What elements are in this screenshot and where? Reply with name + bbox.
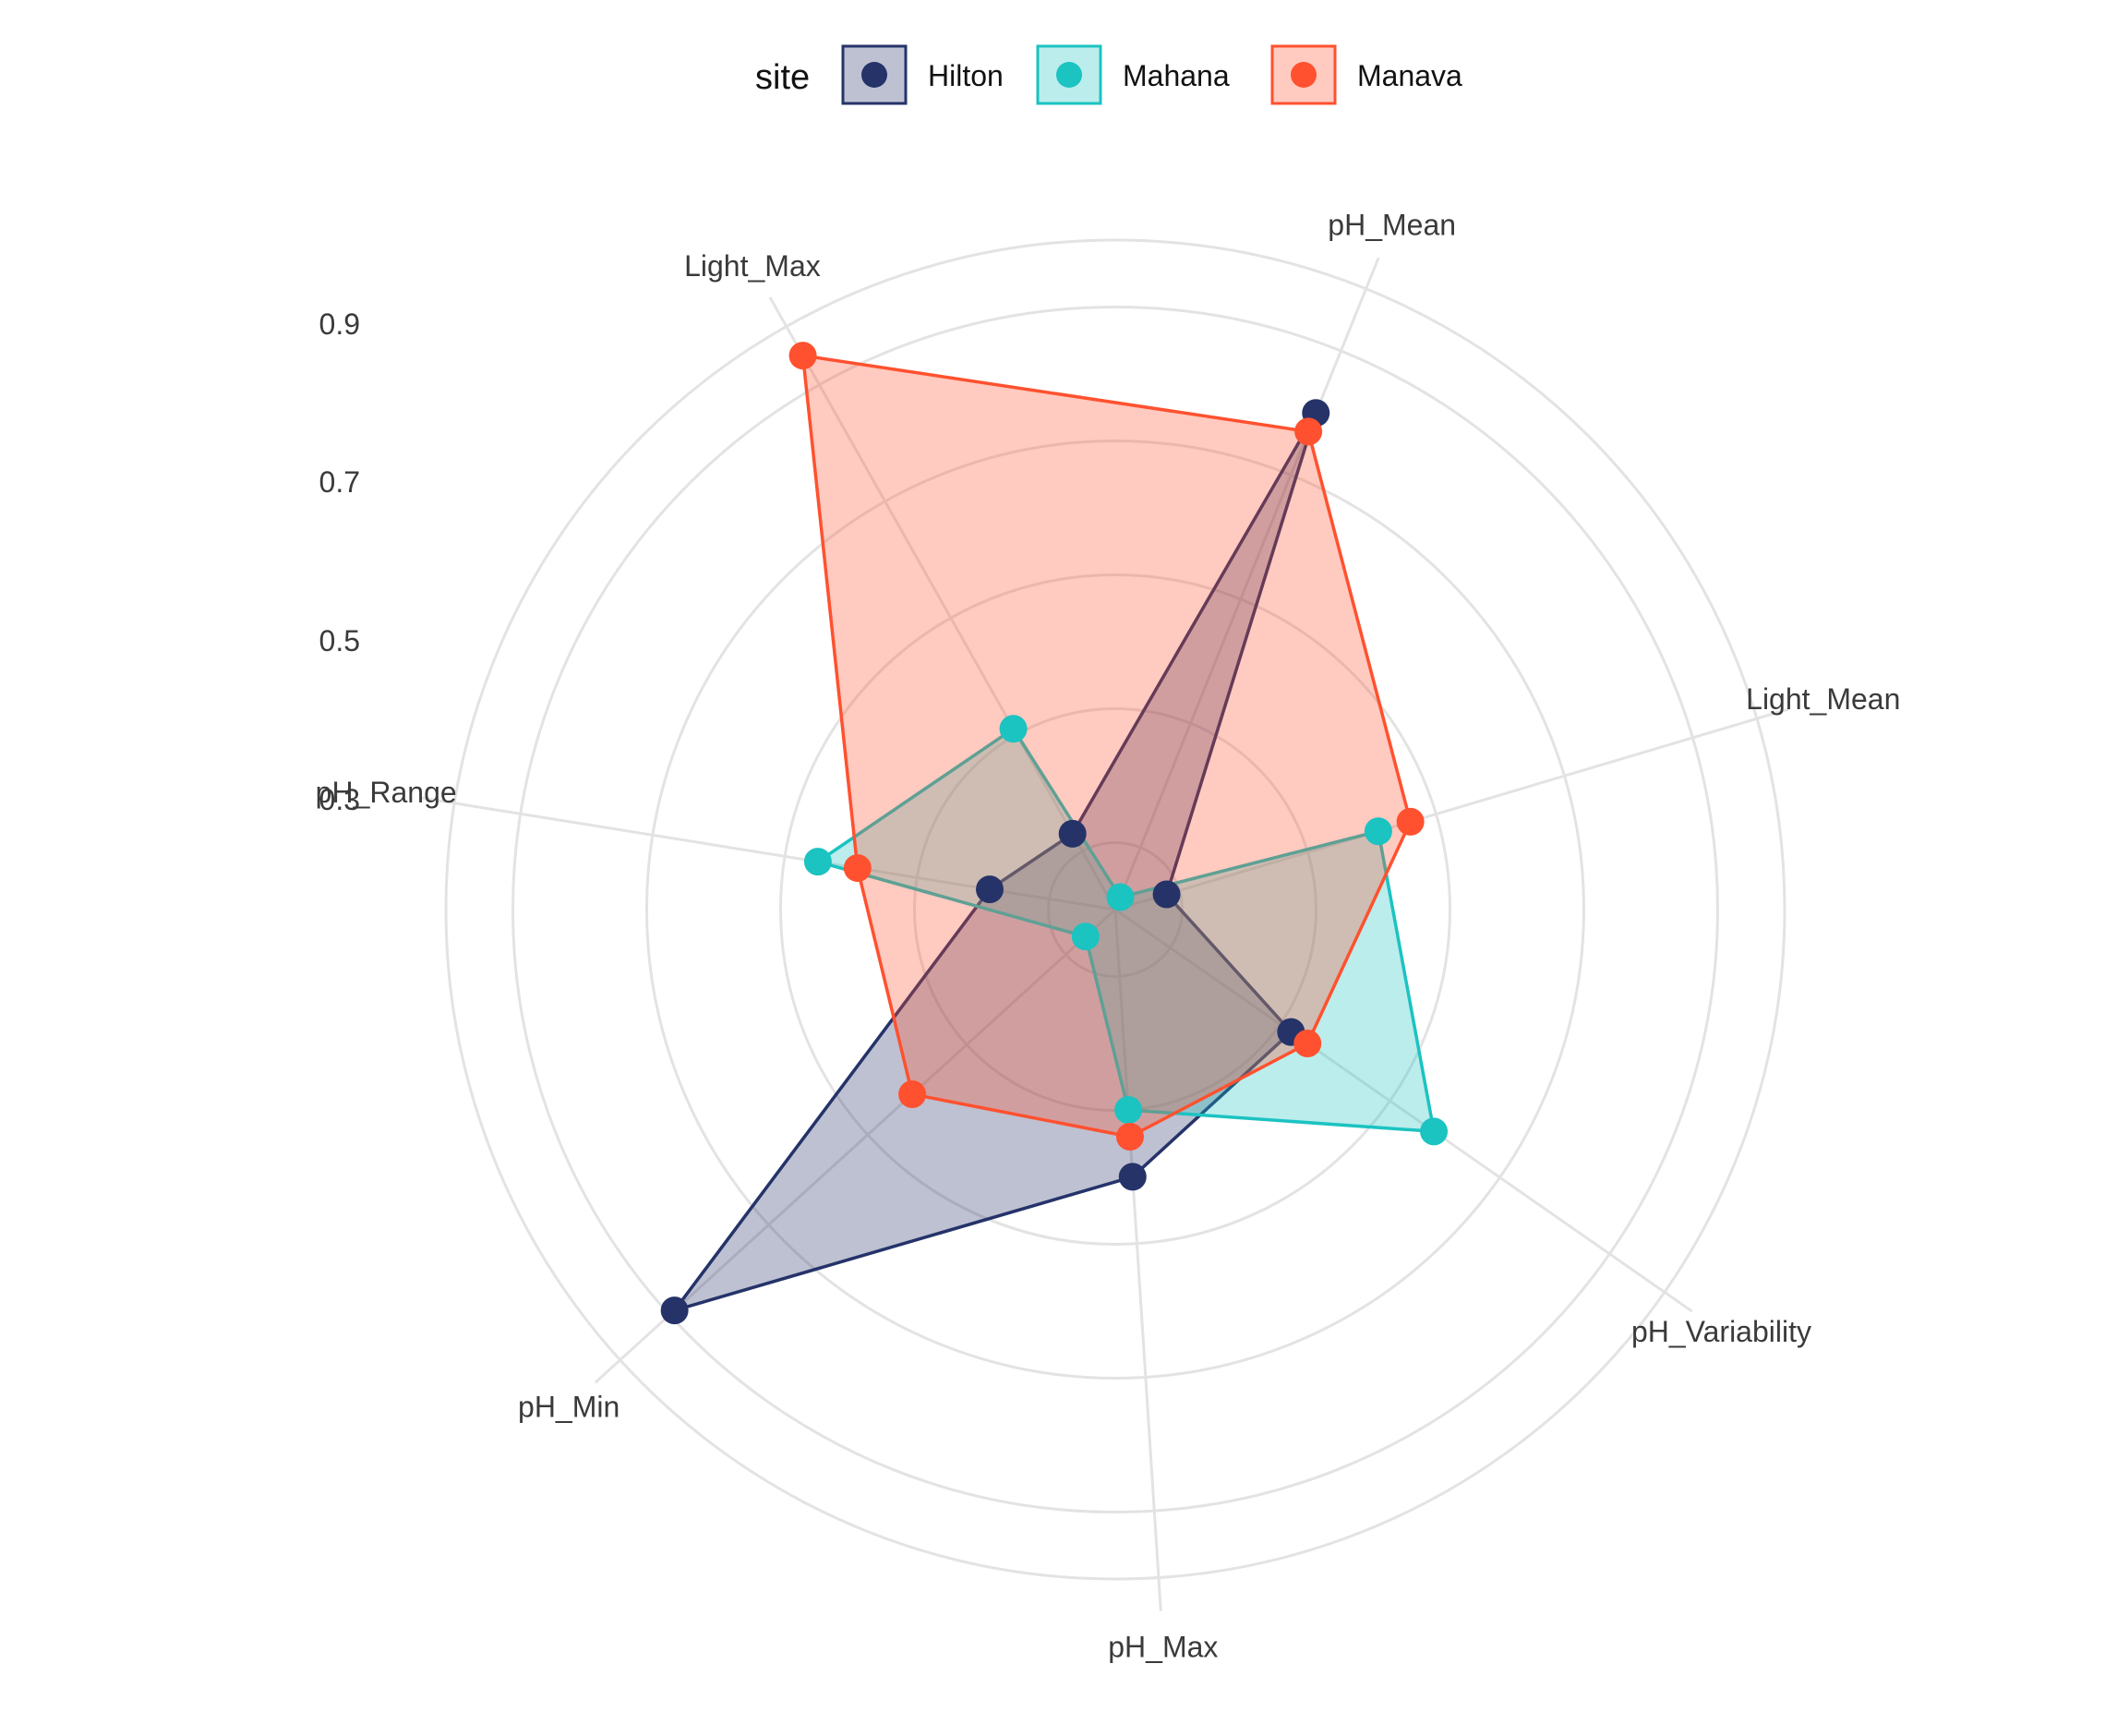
data-point-manava-ph-min <box>898 1079 927 1108</box>
data-point-manava-ph-mean <box>1294 417 1323 446</box>
data-point-mahana-ph-mean <box>1106 883 1135 911</box>
data-point-manava-ph-range <box>843 854 872 883</box>
axis-line-ph-mean <box>1113 257 1380 910</box>
series-points <box>660 342 1449 1325</box>
data-point-manava-light-max <box>788 342 817 370</box>
data-point-manava-ph-variability <box>1293 1030 1322 1058</box>
data-point-mahana-ph-range <box>803 848 832 876</box>
axis-line-light-mean <box>1114 707 1790 911</box>
series-polygons <box>672 354 1436 1312</box>
data-point-mahana-light-max <box>999 715 1028 743</box>
legend-label-hilton: Hilton <box>928 59 1004 92</box>
data-point-mahana-ph-min <box>1071 922 1100 951</box>
radial-tick-0-3: 0.3 <box>319 783 360 816</box>
axis-label-light-mean: Light_Mean <box>1746 682 1900 716</box>
legend-marker-mahana <box>1056 62 1082 88</box>
grid-circle-5 <box>511 306 1719 1513</box>
radial-tick-labels: 0.9 0.7 0.5 0.3 <box>319 307 360 816</box>
legend-label-manava: Manava <box>1357 59 1462 92</box>
legend-marker-manava <box>1291 62 1317 88</box>
legend-marker-hilton <box>861 62 887 88</box>
data-point-hilton-light-max <box>1058 819 1087 848</box>
data-point-hilton-ph-min <box>660 1296 689 1325</box>
data-point-hilton-ph-max <box>1118 1163 1147 1191</box>
axis-labels: pH_Mean Light_Mean pH_Variability pH_Max pH_… <box>316 208 1901 1663</box>
data-point-manava-light-mean <box>1396 807 1425 836</box>
grid-circle-3 <box>779 573 1451 1246</box>
legend: site Hilton Mahana Manava <box>755 44 1462 105</box>
data-point-mahana-ph-variability <box>1420 1117 1449 1146</box>
legend-item-mahana: Mahana <box>1036 44 1230 105</box>
axis-line-light-max <box>768 296 1117 910</box>
axis-label-ph-variability: pH_Variability <box>1631 1315 1811 1348</box>
axis-label-ph-range: pH_Range <box>316 776 457 809</box>
series-polygon-manava <box>800 354 1413 1139</box>
radial-tick-0-9: 0.9 <box>319 307 360 341</box>
axis-label-light-max: Light_Max <box>684 249 821 283</box>
data-point-manava-ph-max <box>1115 1122 1144 1151</box>
data-point-hilton-light-mean <box>1152 880 1181 909</box>
legend-title: site <box>755 58 810 97</box>
grid-circle-6 <box>444 238 1786 1581</box>
data-point-hilton-ph-range <box>976 875 1004 904</box>
axis-line-ph-variability <box>1114 908 1693 1313</box>
axis-label-ph-min: pH_Min <box>518 1390 619 1423</box>
axis-label-ph-max: pH_Max <box>1108 1630 1218 1663</box>
axis-line-ph-max <box>1113 909 1162 1611</box>
legend-label-mahana: Mahana <box>1123 59 1230 92</box>
legend-item-hilton: Hilton <box>841 44 1004 105</box>
grid-circle-4 <box>645 440 1585 1380</box>
data-point-mahana-ph-max <box>1114 1096 1143 1125</box>
data-point-mahana-light-mean <box>1364 817 1392 846</box>
radial-tick-0-5: 0.5 <box>319 624 360 657</box>
series-polygon-hilton <box>672 411 1318 1312</box>
axis-label-ph-mean: pH_Mean <box>1328 208 1456 241</box>
radial-tick-0-7: 0.7 <box>319 465 360 499</box>
legend-item-manava: Manava <box>1270 44 1462 105</box>
